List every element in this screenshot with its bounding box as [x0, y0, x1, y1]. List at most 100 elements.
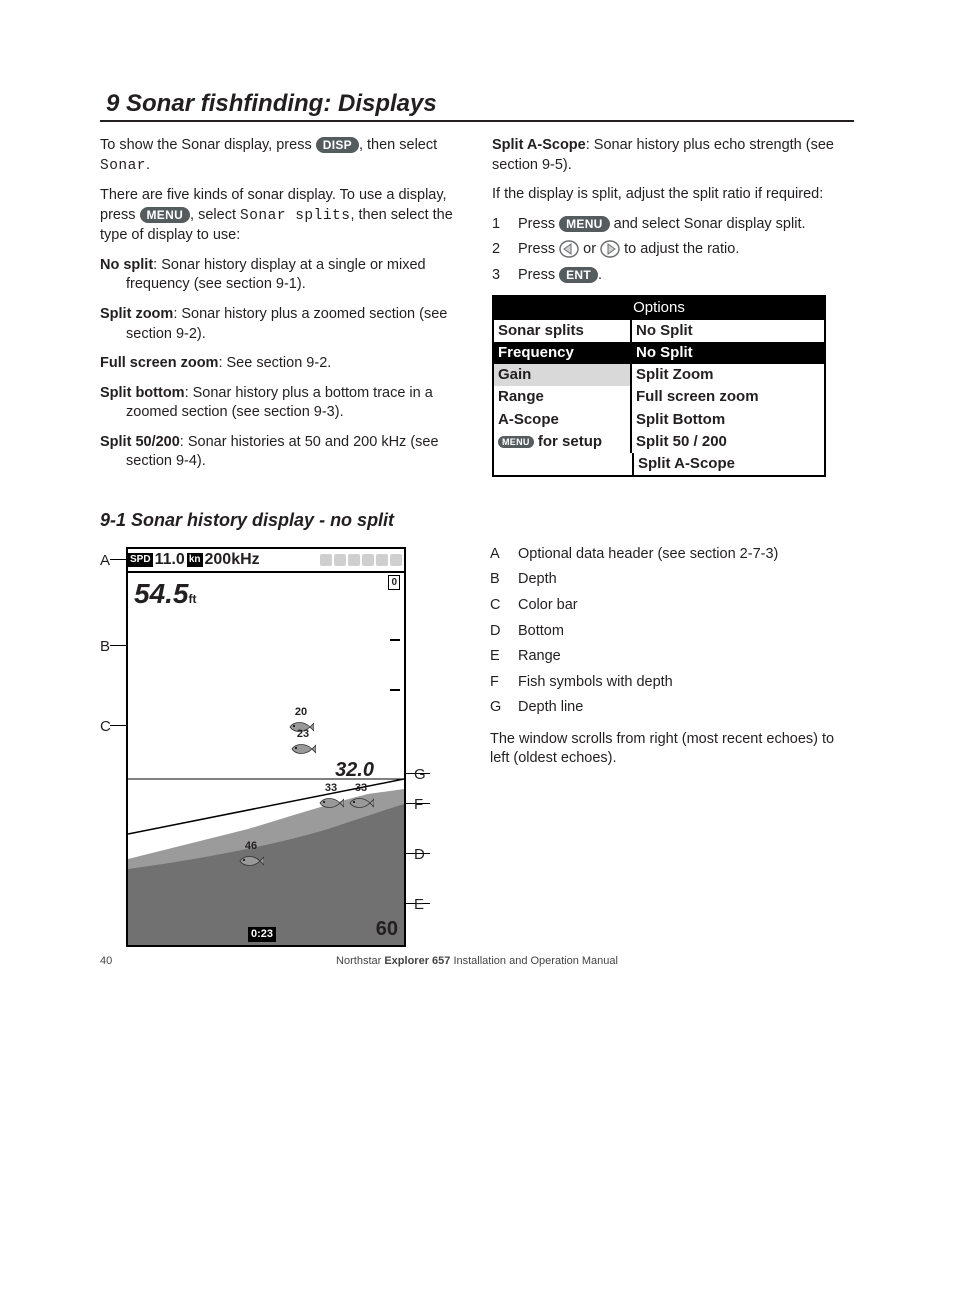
- right-labels: GFDE: [414, 547, 432, 947]
- split-steps: 1 Press MENU and select Sonar display sp…: [492, 215, 854, 286]
- callout-label: A: [100, 551, 110, 571]
- options-menu: Options Sonar splits No Split Frequency …: [492, 295, 826, 477]
- intro-paragraph-1: To show the Sonar display, press DISP, t…: [100, 136, 462, 176]
- intro1-b: , then select: [359, 137, 437, 153]
- legend-key: B: [490, 570, 504, 590]
- opt-row-frequency: Frequency No Split: [494, 342, 824, 364]
- options-header: Options: [494, 297, 824, 319]
- page: 9 Sonar fishfinding: Displays To show th…: [0, 0, 954, 1007]
- opt-row-last: Split A-Scope: [494, 453, 824, 475]
- fish-icon: 23: [290, 727, 316, 756]
- legend-key: F: [490, 673, 504, 693]
- legend-item: A Optional data header (see section 2-7-3…: [490, 545, 854, 565]
- fish-icon: 33: [348, 781, 374, 810]
- legend-note: The window scrolls from right (most rece…: [490, 730, 854, 769]
- fish-icon: 46: [238, 839, 264, 868]
- submenu-full-screen-zoom: Full screen zoom: [632, 386, 824, 408]
- opt-frequency: Frequency: [494, 342, 632, 364]
- legend-key: G: [490, 698, 504, 718]
- step-2-body: Press or to adjust the ratio.: [518, 240, 739, 260]
- legend-text: Fish symbols with depth: [518, 673, 673, 693]
- pointer-line: [110, 559, 126, 560]
- disp-button-icon: DISP: [316, 137, 359, 153]
- intro-paragraph-2: There are five kinds of sonar display. T…: [100, 186, 462, 246]
- pointer-line: [110, 645, 126, 646]
- ent-button-icon: ENT: [559, 267, 598, 283]
- submenu-split-ascope: Split A-Scope: [632, 453, 824, 475]
- opt-ascope: A-Scope: [494, 409, 632, 431]
- def-split-bottom: Split bottom: Sonar history plus a botto…: [100, 384, 462, 423]
- legend-text: Color bar: [518, 596, 578, 616]
- legend-text: Bottom: [518, 622, 564, 642]
- section-title: 9 Sonar fishfinding: Displays: [100, 90, 854, 122]
- right-arrow-icon: [600, 240, 620, 258]
- callout-label: C: [100, 717, 111, 737]
- legend-key: E: [490, 647, 504, 667]
- right-column: Split A-Scope: Sonar history plus echo s…: [492, 136, 854, 482]
- legend-text: Range: [518, 647, 561, 667]
- opt-sonar-splits: Sonar splits: [494, 320, 632, 342]
- submenu-split-zoom: Split Zoom: [632, 364, 824, 386]
- legend-text: Depth line: [518, 698, 583, 718]
- def-no-split: No split: Sonar history display at a sin…: [100, 256, 462, 295]
- intro1-c: .: [146, 157, 150, 173]
- step-2: 2 Press or to adjust the ratio.: [492, 240, 854, 260]
- legend-text: Optional data header (see section 2-7-3): [518, 545, 778, 565]
- legend-item: F Fish symbols with depth: [490, 673, 854, 693]
- step-1-body: Press MENU and select Sonar display spli…: [518, 215, 806, 235]
- opt-row-sonar-splits: Sonar splits No Split: [494, 320, 824, 342]
- legend-text: Depth: [518, 570, 557, 590]
- legend-key: D: [490, 622, 504, 642]
- subsection-title: 9-1 Sonar history display - no split: [100, 510, 854, 531]
- def-full-screen-zoom: Full screen zoom: See section 9-2.: [100, 354, 462, 374]
- fish-icon: 33: [318, 781, 344, 810]
- def-split-50-200: Split 50/200: Sonar histories at 50 and …: [100, 433, 462, 472]
- sonar-graphics: [128, 549, 404, 945]
- opt-row-footer: MENU for setup Split 50 / 200: [494, 431, 824, 453]
- two-columns: To show the Sonar display, press DISP, t…: [100, 136, 854, 482]
- step-1: 1 Press MENU and select Sonar display sp…: [492, 215, 854, 235]
- step-1-num: 1: [492, 215, 504, 235]
- legend-key: A: [490, 545, 504, 565]
- submenu-split-50-200: Split 50 / 200: [632, 431, 824, 453]
- sonar-illustration-column: ABC SPD 11.0 kn 200kHz 0 54.: [100, 541, 460, 947]
- depth-line-value: 32.0: [335, 757, 374, 784]
- def-split-a-scope: Split A-Scope: Sonar history plus echo s…: [492, 136, 854, 175]
- legend-key: C: [490, 596, 504, 616]
- menu-button-icon: MENU: [140, 207, 191, 223]
- opt-row-range: Range Full screen zoom: [494, 386, 824, 408]
- left-column: To show the Sonar display, press DISP, t…: [100, 136, 462, 482]
- time-value: 0:23: [248, 927, 276, 942]
- legend-item: G Depth line: [490, 698, 854, 718]
- left-arrow-icon: [559, 240, 579, 258]
- step-3-body: Press ENT.: [518, 266, 602, 286]
- opt-selected-value: No Split: [632, 320, 824, 342]
- page-number: 40: [100, 955, 112, 967]
- opt-footer: MENU for setup: [494, 431, 632, 453]
- legend-list: A Optional data header (see section 2-7-3…: [490, 545, 854, 718]
- submenu-split-bottom: Split Bottom: [632, 409, 824, 431]
- step-2-num: 2: [492, 240, 504, 260]
- intro1-mono: Sonar: [100, 158, 146, 174]
- display-types-list: No split: Sonar history display at a sin…: [100, 256, 462, 472]
- callout-label: G: [414, 765, 426, 785]
- left-labels: ABC: [100, 547, 118, 947]
- range-value: 60: [376, 916, 398, 943]
- legend-item: B Depth: [490, 570, 854, 590]
- opt-row-gain: Gain Split Zoom: [494, 364, 824, 386]
- step-3-num: 3: [492, 266, 504, 286]
- split-intro: If the display is split, adjust the spli…: [492, 185, 854, 205]
- intro1-a: To show the Sonar display, press: [100, 137, 316, 153]
- page-footer: 40 Northstar Explorer 657 Installation a…: [0, 955, 954, 967]
- submenu-no-split: No Split: [632, 342, 824, 364]
- pointer-line: [110, 725, 126, 726]
- opt-row-ascope: A-Scope Split Bottom: [494, 409, 824, 431]
- callout-label: F: [414, 795, 423, 815]
- callout-label: E: [414, 895, 424, 915]
- sonar-display: SPD 11.0 kn 200kHz 0 54.5ft: [126, 547, 406, 947]
- intro2-mono: Sonar splits: [240, 208, 350, 224]
- step-3: 3 Press ENT.: [492, 266, 854, 286]
- opt-gain: Gain: [494, 364, 632, 386]
- subsection-columns: ABC SPD 11.0 kn 200kHz 0 54.: [100, 541, 854, 947]
- opt-range: Range: [494, 386, 632, 408]
